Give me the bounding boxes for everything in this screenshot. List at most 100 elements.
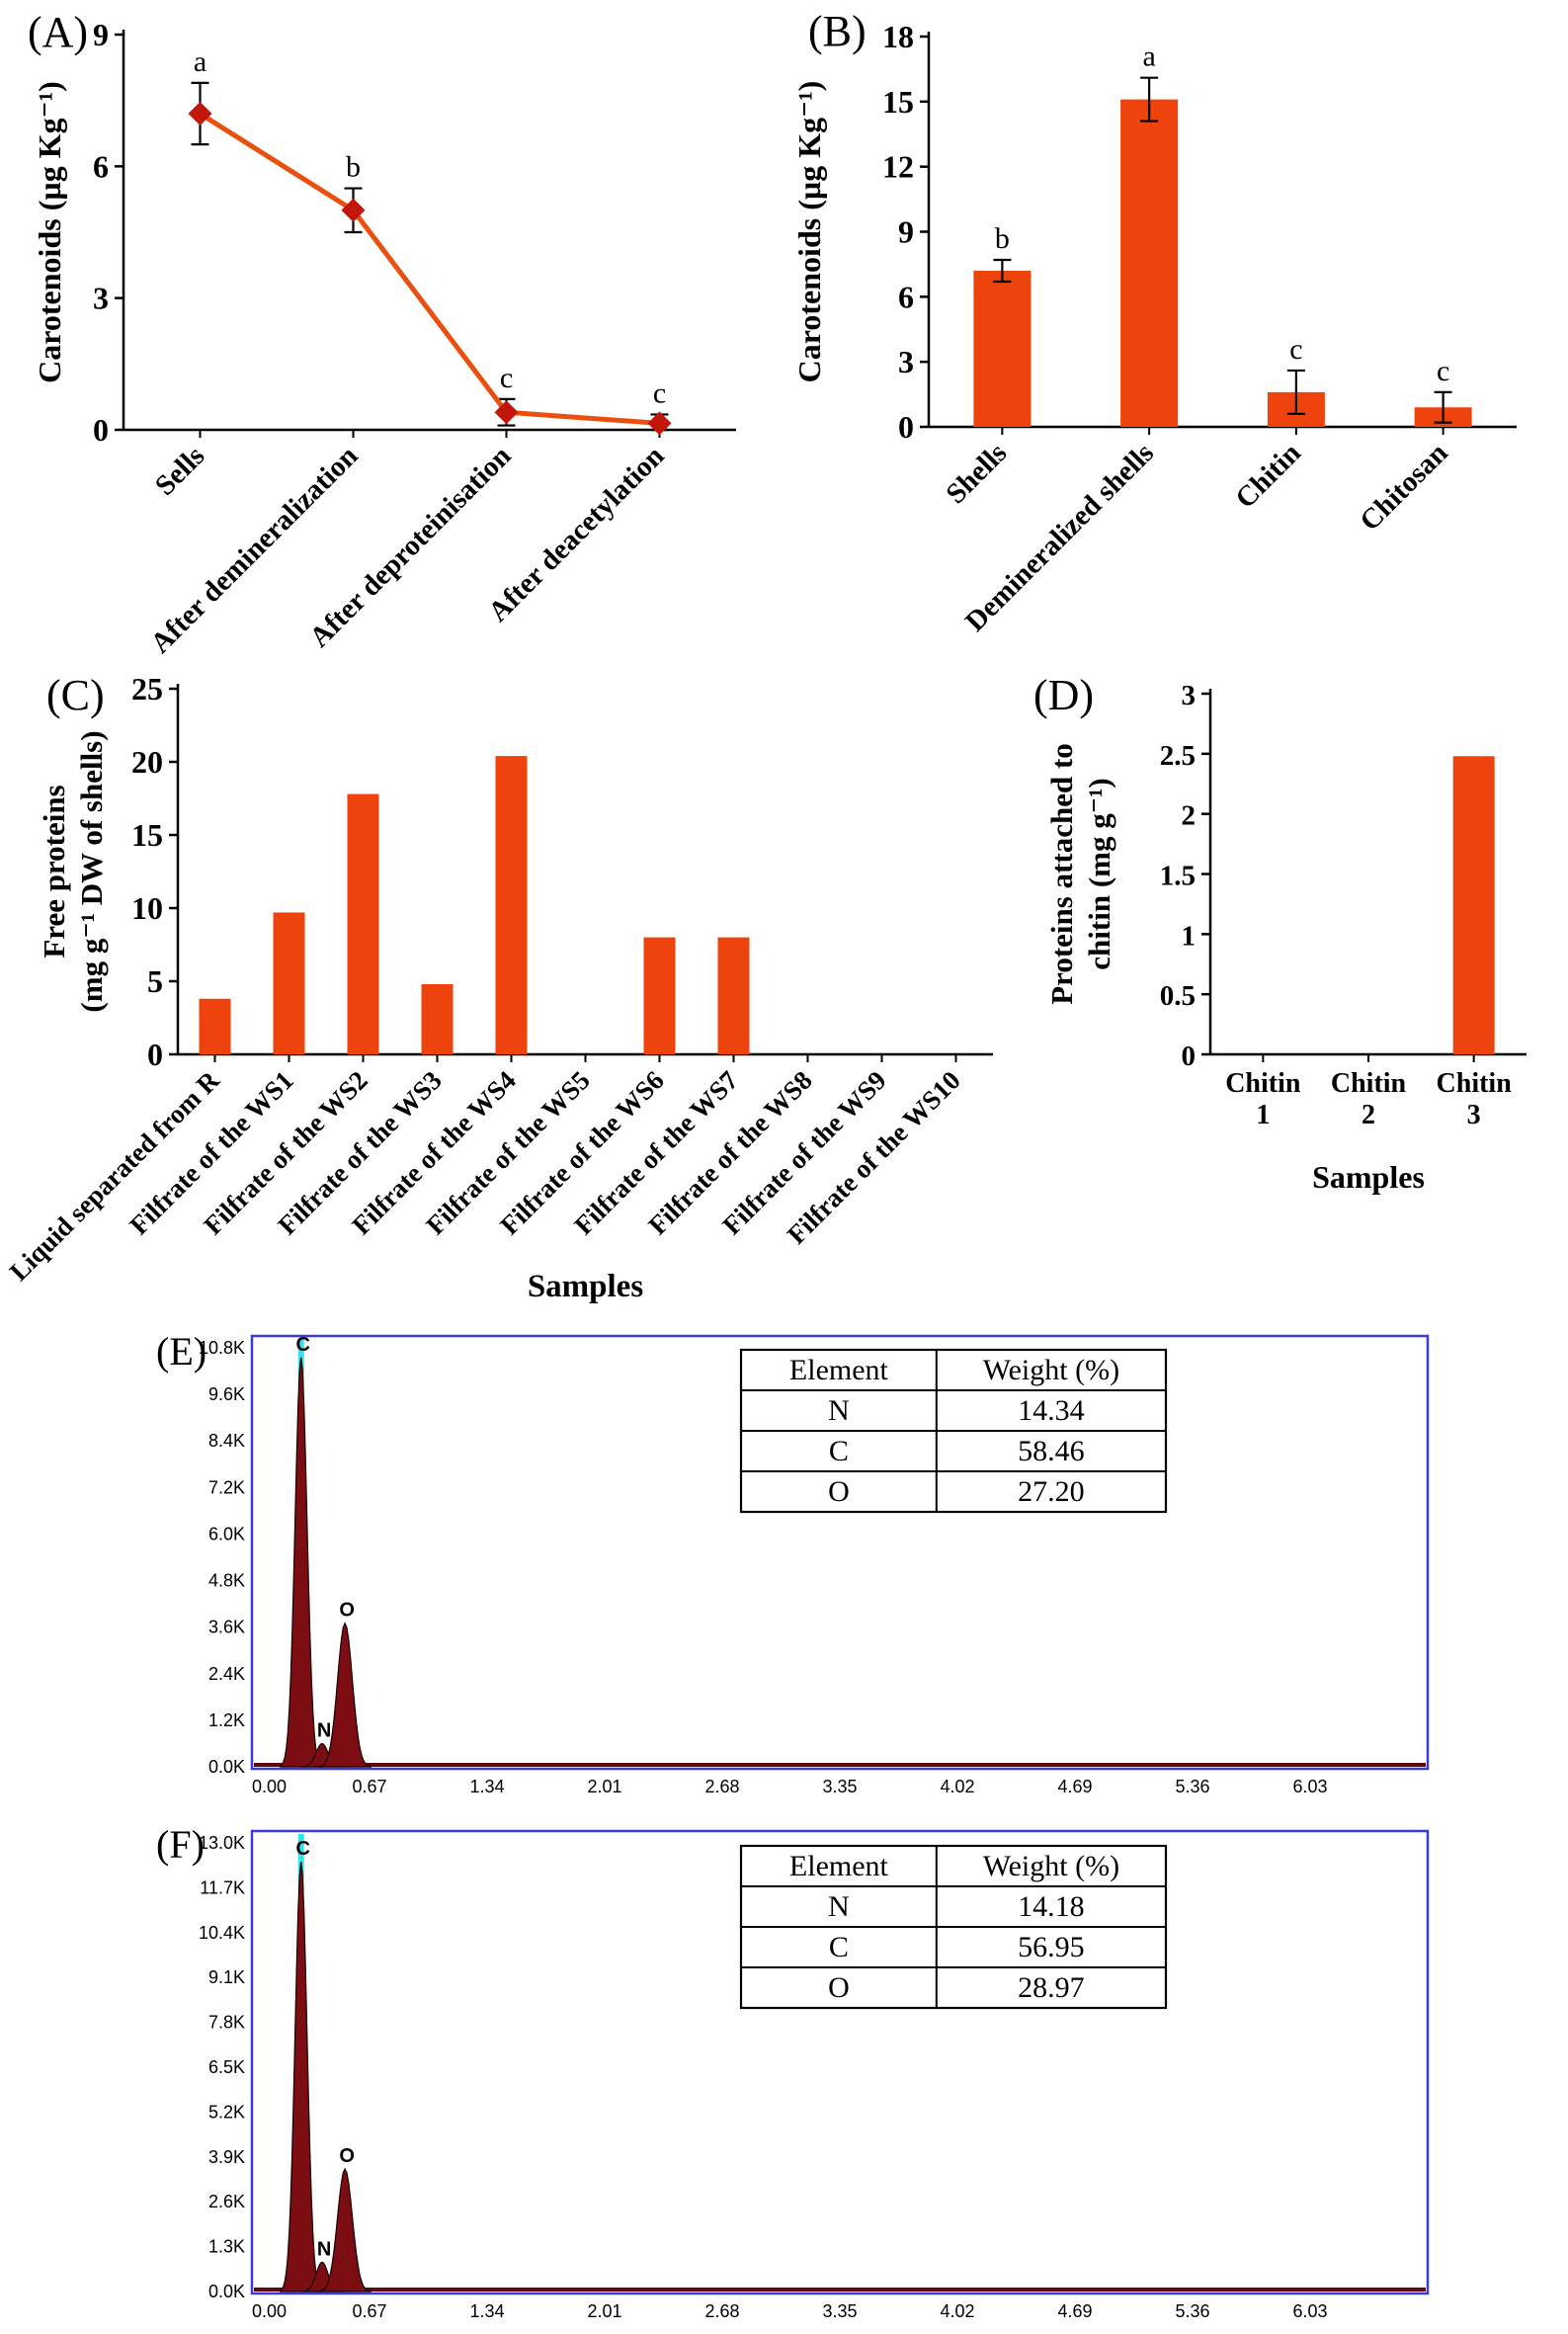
y-axis-title: Carotenoids (µg Kg⁻¹) <box>791 81 827 383</box>
bar <box>273 912 305 1054</box>
y-tick-label: 10 <box>131 890 163 926</box>
weight-header: Weight (%) <box>983 1354 1119 1386</box>
y-tick-label: 0 <box>898 409 914 445</box>
y-tick-label: 0 <box>93 412 109 448</box>
edx-peak-O <box>318 2167 371 2292</box>
element-header: Element <box>789 1850 889 1882</box>
sig-letter: b <box>346 151 361 184</box>
x-category-label: Chitin <box>1229 437 1306 514</box>
panel-e-label: (E) <box>156 1329 207 1374</box>
spectrum-baseline <box>254 1763 1426 1767</box>
peak-label-C: C <box>296 1334 310 1356</box>
y-tick-label: 9 <box>93 17 109 52</box>
element-cell: O <box>828 1475 850 1508</box>
panel-e: (E) 0.0K 1.2K 2.4K 3.6K 4.8K 6.0K 7.2K 8.4K 9.6K… <box>148 1322 1443 1821</box>
x-tick-label: 4.02 <box>940 2301 974 2321</box>
y-tick-label: 10.8K <box>199 1338 245 1358</box>
y-tick-label: 3 <box>1182 680 1197 711</box>
x-tick-label: 2.01 <box>587 1777 621 1796</box>
y-tick-label: 8.4K <box>208 1431 245 1451</box>
y-tick-label: 6 <box>898 279 914 314</box>
y-tick-label: 0 <box>1182 1041 1197 1072</box>
y-tick-label: 7.8K <box>208 2013 245 2033</box>
x-tick-label: 4.69 <box>1057 2301 1092 2321</box>
bar <box>717 937 750 1054</box>
sig-letter: a <box>1142 41 1155 73</box>
y-tick-label: 1 <box>1182 920 1197 952</box>
data-point-marker <box>341 198 366 222</box>
y-tick-label: 13.0K <box>199 1833 245 1853</box>
peak-label-N: N <box>317 1719 331 1741</box>
bar <box>421 983 454 1054</box>
x-category-label: 3 <box>1467 1100 1481 1130</box>
sig-letter: b <box>995 222 1010 255</box>
element-cell: N <box>828 1394 850 1427</box>
x-category-label: 2 <box>1362 1100 1375 1130</box>
y-tick-label: 4.8K <box>208 1571 245 1591</box>
data-point-marker <box>494 400 519 425</box>
x-tick-label: 2.68 <box>704 1777 739 1796</box>
y-tick-label: 5.2K <box>208 2102 245 2122</box>
x-tick-label: 1.34 <box>469 1777 504 1796</box>
y-tick-label: 1.2K <box>208 1710 245 1730</box>
y-tick-label: 1.3K <box>208 2237 245 2257</box>
panel-f: (F) 0.0K 1.3K 2.6K 3.9K 5.2K 6.5K 7.8K 9.1K 10.4… <box>148 1821 1443 2332</box>
y-tick-label: 2.4K <box>208 1664 245 1684</box>
bar <box>643 937 676 1054</box>
y-tick-label: 2 <box>1182 800 1197 832</box>
y-tick-label: 3 <box>93 281 109 316</box>
bar <box>199 998 231 1054</box>
y-tick-label: 0 <box>147 1037 163 1072</box>
panel-d-bar-chart: 0 0.5 1 1.5 2 2.5 3 Proteins attached to chitin … <box>1044 680 1527 1195</box>
panel-a: (A) 0 3 6 9 Carotenoids (µg Kg⁻¹) Sells After … <box>25 5 761 662</box>
bar <box>495 756 528 1054</box>
x-tick-label: 3.35 <box>822 2301 857 2321</box>
y-tick-label: 6 <box>93 148 109 184</box>
sig-letter: c <box>653 376 666 409</box>
x-category-label: Chitin <box>1331 1068 1407 1099</box>
panel-e-edx-spectrum: 0.0K 1.2K 2.4K 3.6K 4.8K 6.0K 7.2K 8.4K 9.6K 10.8… <box>199 1334 1430 1796</box>
y-tick-label: 3.9K <box>208 2147 245 2167</box>
y-tick-label: 3.6K <box>208 1618 245 1637</box>
x-tick-label: 4.02 <box>940 1777 974 1796</box>
x-tick-label: 4.69 <box>1057 1777 1092 1796</box>
y-tick-label: 7.2K <box>208 1477 245 1497</box>
element-cell: C <box>829 1931 849 1963</box>
x-category-label: Sells <box>149 440 211 502</box>
panel-f-label: (F) <box>156 1822 205 1867</box>
carotenoid-line <box>199 111 660 426</box>
x-tick-label: 5.36 <box>1175 1777 1209 1796</box>
y-tick-label: 2.5 <box>1160 740 1196 772</box>
panel-c-bar-chart: 0 5 10 15 20 25 Free proteins (mg g⁻¹ DW of she… <box>4 671 993 1304</box>
x-tick-label: 0.67 <box>352 2301 386 2321</box>
x-category-label: Chitin <box>1437 1068 1513 1099</box>
x-tick-label: 6.03 <box>1292 1777 1327 1796</box>
x-category-label: Shells <box>940 437 1013 510</box>
y-tick-label: 3 <box>898 344 914 379</box>
weight-cell: 14.18 <box>1018 1890 1085 1923</box>
x-axis-title: Samples <box>1312 1159 1425 1195</box>
peak-label-O: O <box>339 2145 355 2167</box>
y-tick-label: 6.5K <box>208 2057 245 2077</box>
y-tick-label: 11.7K <box>200 1877 245 1897</box>
data-point-marker <box>188 102 212 125</box>
panel-c: (C) 0 5 10 15 20 25 Free proteins (mg g⁻¹ DW of… <box>4 664 1018 1344</box>
x-tick-label: 2.68 <box>704 2301 739 2321</box>
y-axis-title: (mg g⁻¹ DW of shells) <box>74 730 109 1012</box>
x-tick-label: 0.00 <box>252 1777 287 1796</box>
element-cell: O <box>828 1971 850 2004</box>
sig-letter: a <box>194 45 206 78</box>
element-cell: C <box>829 1435 849 1467</box>
peak-label-O: O <box>339 1600 355 1622</box>
x-tick-label: 3.35 <box>822 1777 857 1796</box>
panel-d: (D) 0 0.5 1 1.5 2 2.5 3 Proteins attached to chi… <box>1028 664 1551 1277</box>
x-category-label: 1 <box>1256 1100 1270 1130</box>
sig-letter: c <box>1437 355 1449 387</box>
y-tick-label: 10.4K <box>199 1923 245 1943</box>
y-tick-label: 1.5 <box>1160 861 1196 892</box>
panel-b-label: (B) <box>808 7 867 55</box>
weight-cell: 58.46 <box>1018 1435 1085 1467</box>
